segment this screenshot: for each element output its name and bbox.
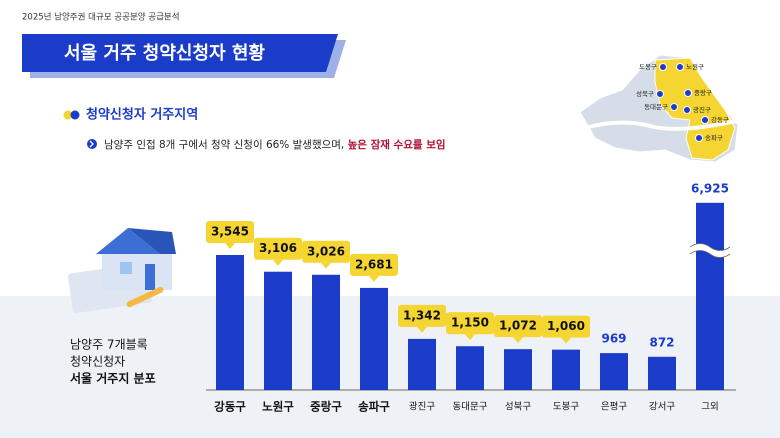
map-label: 도봉구 [639,63,657,71]
map-pin [676,63,684,71]
bar [504,349,532,390]
map-label: 송파구 [705,133,723,142]
title: 서울 거주 청약신청자 현황 [64,42,265,64]
label-badge-tip [513,337,523,344]
axis-break [690,243,730,258]
map-pin [656,90,664,98]
section-heading: 청약신청자 거주지역 [86,107,198,123]
x-tick-label: 광진구 [409,401,435,413]
bullet-emphasis: 높은 잠재 수요를 보임 [348,138,446,151]
label-badge-tip [417,326,427,333]
map-pin [684,89,692,97]
note-line: 서울 거주지 분포 [70,371,156,386]
label-badge-tip [321,262,331,269]
label-badge [254,237,302,260]
x-tick-label: 송파구 [358,400,390,414]
x-tick-label: 노원구 [262,400,294,414]
value-label: 3,545 [211,225,249,239]
label-badge [302,240,350,263]
value-label: 872 [649,335,674,349]
bar [600,353,628,390]
map-pin [701,116,709,124]
value-label: 1,072 [499,319,537,333]
bar [360,287,388,390]
x-tick-label: 그외 [701,401,718,413]
label-badge [542,315,590,338]
banner [22,34,338,72]
x-tick-label: 동대문구 [453,402,488,413]
value-label: 2,681 [355,257,393,271]
value-label: 3,106 [259,241,297,255]
label-badge-tip [225,243,235,249]
map-label: 강동구 [711,115,729,124]
x-tick-label: 성북구 [505,402,531,413]
label-badge [398,304,446,327]
map-pin [683,106,691,114]
value-label: 969 [601,332,626,346]
map-pin [695,134,703,142]
label-badge [446,312,494,335]
bullet-text: 남양주 인접 8개 구에서 청약 신청이 66% 발생했으며, 높은 잠재 수요… [104,138,446,151]
value-label: 6,925 [691,181,729,195]
label-badge [206,221,254,243]
label-badge [350,253,398,276]
bar [264,271,292,390]
note-line: 남양주 7개블록 [70,338,148,352]
bullet-icon [87,139,97,149]
caption: 2025년 남양주권 대규모 공공분양 공급분석 [22,12,180,23]
note-line: 청약신청자 [70,354,125,369]
bar [216,255,244,390]
bar [696,202,724,390]
bullet-plain: 남양주 인접 8개 구에서 청약 신청이 66% 발생했으며, [104,139,348,151]
value-label: 1,150 [451,316,489,330]
label-badge-tip [369,275,379,282]
bar [408,338,436,390]
x-tick-label: 중랑구 [310,400,342,414]
map-pin [659,63,667,71]
x-tick-label: 강서구 [649,402,675,413]
label-badge-tip [465,334,475,341]
label-badge [494,315,542,338]
bar [648,356,676,390]
bar [552,349,580,390]
axis-break-line [689,243,731,258]
house-illustration [67,228,176,313]
map-label: 노원구 [686,62,704,71]
map-pin [670,103,678,111]
value-label: 3,026 [307,244,345,258]
map-label: 동대문구 [644,103,668,111]
map-label: 중랑구 [694,89,712,97]
bar [312,274,340,390]
x-tick-label: 강동구 [214,400,246,414]
bullet-arrow [89,140,94,148]
value-label: 1,342 [403,308,441,322]
x-tick-label: 도봉구 [553,402,579,413]
x-tick-label: 은평구 [601,402,627,413]
heading-dot [63,110,73,120]
map-label: 광진구 [693,105,711,114]
bar [456,346,484,390]
value-label: 1,060 [547,319,585,333]
heading-dot [70,110,80,120]
label-badge-tip [273,259,283,266]
map-label: 성북구 [636,89,654,98]
label-badge-tip [561,337,571,344]
